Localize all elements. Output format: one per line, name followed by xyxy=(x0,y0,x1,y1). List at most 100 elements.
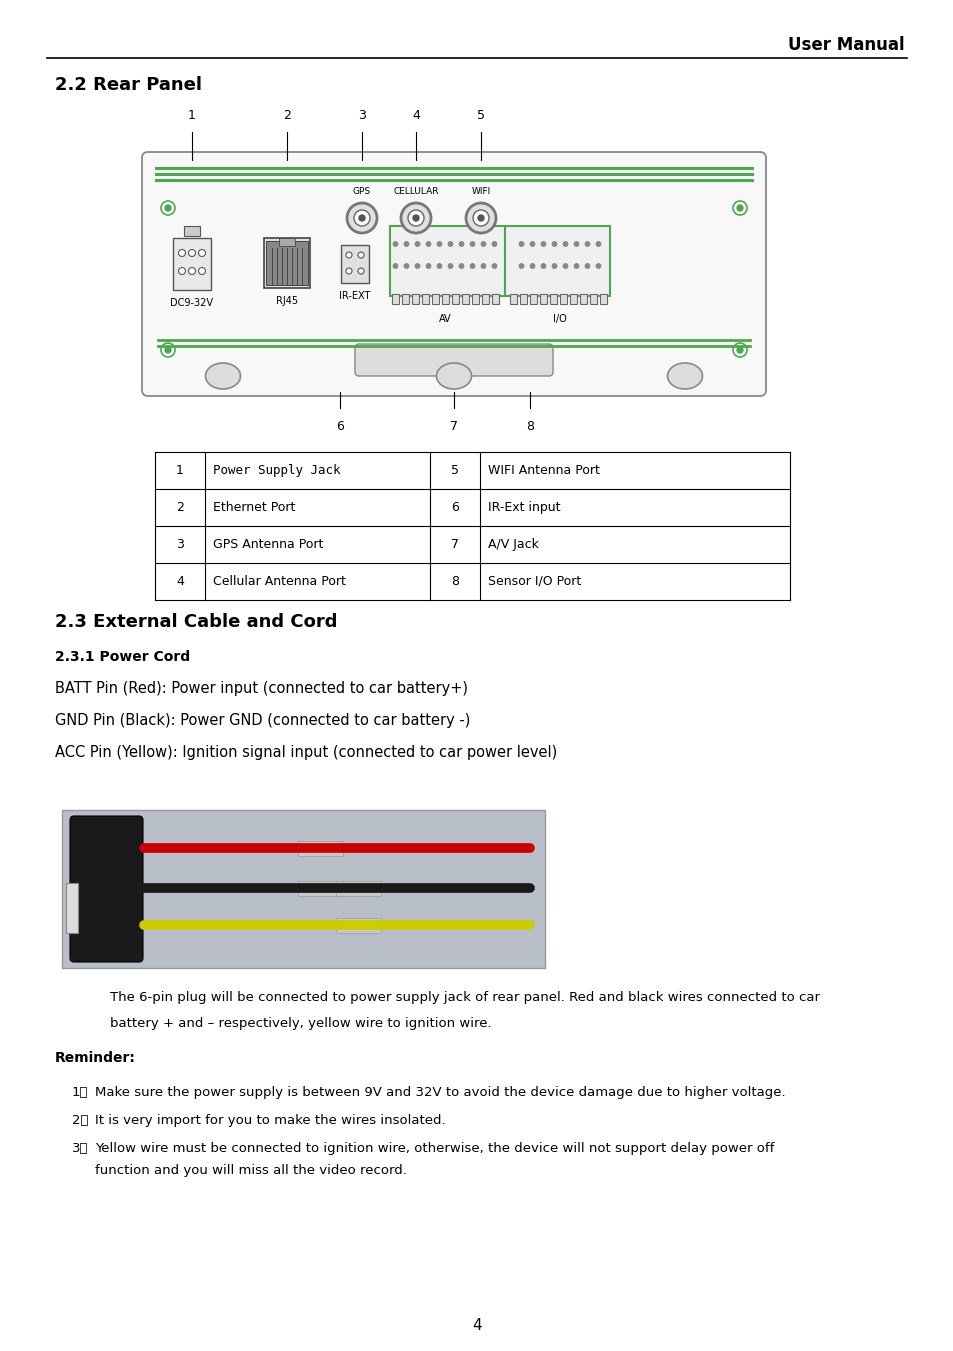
Bar xyxy=(66,884,78,934)
Text: 3: 3 xyxy=(176,538,184,551)
Bar xyxy=(510,295,517,304)
Circle shape xyxy=(458,263,463,269)
Circle shape xyxy=(465,203,496,232)
FancyBboxPatch shape xyxy=(70,816,143,962)
Circle shape xyxy=(393,242,397,246)
Text: 3）: 3） xyxy=(71,1142,89,1155)
Circle shape xyxy=(393,263,397,269)
Circle shape xyxy=(415,263,419,269)
Bar xyxy=(412,295,418,304)
Bar xyxy=(461,295,469,304)
FancyBboxPatch shape xyxy=(142,153,765,396)
Circle shape xyxy=(413,215,418,222)
Circle shape xyxy=(346,267,352,274)
Bar xyxy=(530,295,537,304)
Text: ACC Pin (Yellow): Ignition signal input (connected to car power level): ACC Pin (Yellow): Ignition signal input … xyxy=(55,746,557,761)
FancyBboxPatch shape xyxy=(355,345,553,376)
Text: 2.2 Rear Panel: 2.2 Rear Panel xyxy=(55,76,202,95)
Text: Reminder:: Reminder: xyxy=(55,1051,135,1065)
Bar xyxy=(336,917,381,934)
Circle shape xyxy=(458,242,463,246)
Text: Power Supply Jack: Power Supply Jack xyxy=(213,463,340,477)
Text: RJ45: RJ45 xyxy=(275,296,297,305)
Text: 1: 1 xyxy=(188,109,195,122)
Circle shape xyxy=(477,215,483,222)
Circle shape xyxy=(415,242,419,246)
Text: 7: 7 xyxy=(451,538,458,551)
Bar xyxy=(559,295,566,304)
Bar xyxy=(519,295,526,304)
Text: 1: 1 xyxy=(176,463,184,477)
Bar xyxy=(62,811,544,969)
Circle shape xyxy=(481,263,485,269)
Bar xyxy=(266,240,308,285)
Circle shape xyxy=(404,263,408,269)
Circle shape xyxy=(165,347,171,353)
Circle shape xyxy=(481,242,485,246)
Text: Ethernet Port: Ethernet Port xyxy=(213,501,295,513)
Circle shape xyxy=(562,242,567,246)
Circle shape xyxy=(165,205,171,211)
Bar xyxy=(390,226,609,296)
Text: It is very import for you to make the wires insolated.: It is very import for you to make the wi… xyxy=(95,1115,445,1127)
Circle shape xyxy=(492,242,497,246)
Text: GPS: GPS xyxy=(353,186,371,196)
Circle shape xyxy=(732,343,746,357)
Bar xyxy=(432,295,438,304)
Text: The 6-pin plug will be connected to power supply jack of rear panel. Red and bla: The 6-pin plug will be connected to powe… xyxy=(110,992,820,1005)
Circle shape xyxy=(585,242,589,246)
Circle shape xyxy=(737,347,742,353)
Bar xyxy=(569,295,577,304)
Text: User Manual: User Manual xyxy=(787,36,904,54)
Text: Sensor I/O Port: Sensor I/O Port xyxy=(488,576,580,588)
Circle shape xyxy=(404,242,408,246)
Bar xyxy=(589,295,597,304)
Bar xyxy=(452,295,458,304)
Bar xyxy=(340,245,369,282)
Circle shape xyxy=(347,203,376,232)
Bar xyxy=(539,295,546,304)
Circle shape xyxy=(574,242,578,246)
Bar xyxy=(401,295,409,304)
Circle shape xyxy=(470,263,475,269)
Text: function and you will miss all the video record.: function and you will miss all the video… xyxy=(95,1165,406,1177)
Circle shape xyxy=(426,263,430,269)
Ellipse shape xyxy=(205,363,240,389)
Bar xyxy=(599,295,606,304)
Text: 3: 3 xyxy=(357,109,366,122)
Text: WIFI: WIFI xyxy=(471,186,490,196)
Text: 1）: 1） xyxy=(71,1086,89,1098)
Bar xyxy=(421,295,429,304)
Text: 8: 8 xyxy=(451,576,458,588)
Circle shape xyxy=(540,242,545,246)
Circle shape xyxy=(161,343,174,357)
Text: Cellular Antenna Port: Cellular Antenna Port xyxy=(213,576,346,588)
Text: I/O: I/O xyxy=(553,313,566,324)
Bar xyxy=(172,238,211,290)
Text: battery + and – respectively, yellow wire to ignition wire.: battery + and – respectively, yellow wir… xyxy=(110,1017,491,1031)
Text: 6: 6 xyxy=(451,501,458,513)
Bar xyxy=(392,295,398,304)
Circle shape xyxy=(552,242,557,246)
Text: 4: 4 xyxy=(412,109,419,122)
Text: 7: 7 xyxy=(450,420,457,434)
Text: 6: 6 xyxy=(335,420,344,434)
Circle shape xyxy=(189,267,195,274)
Bar xyxy=(550,295,557,304)
Circle shape xyxy=(518,263,523,269)
Bar xyxy=(297,881,342,896)
Text: IR-Ext input: IR-Ext input xyxy=(488,501,560,513)
Text: A/V Jack: A/V Jack xyxy=(488,538,538,551)
Circle shape xyxy=(585,263,589,269)
Text: 2.3 External Cable and Cord: 2.3 External Cable and Cord xyxy=(55,613,337,631)
Circle shape xyxy=(354,209,370,226)
Circle shape xyxy=(530,242,534,246)
Text: 5: 5 xyxy=(476,109,484,122)
Bar xyxy=(441,295,449,304)
Text: 2: 2 xyxy=(283,109,291,122)
Ellipse shape xyxy=(667,363,701,389)
Circle shape xyxy=(358,215,365,222)
Text: GPS Antenna Port: GPS Antenna Port xyxy=(213,538,323,551)
Circle shape xyxy=(198,250,205,257)
Text: 2: 2 xyxy=(176,501,184,513)
